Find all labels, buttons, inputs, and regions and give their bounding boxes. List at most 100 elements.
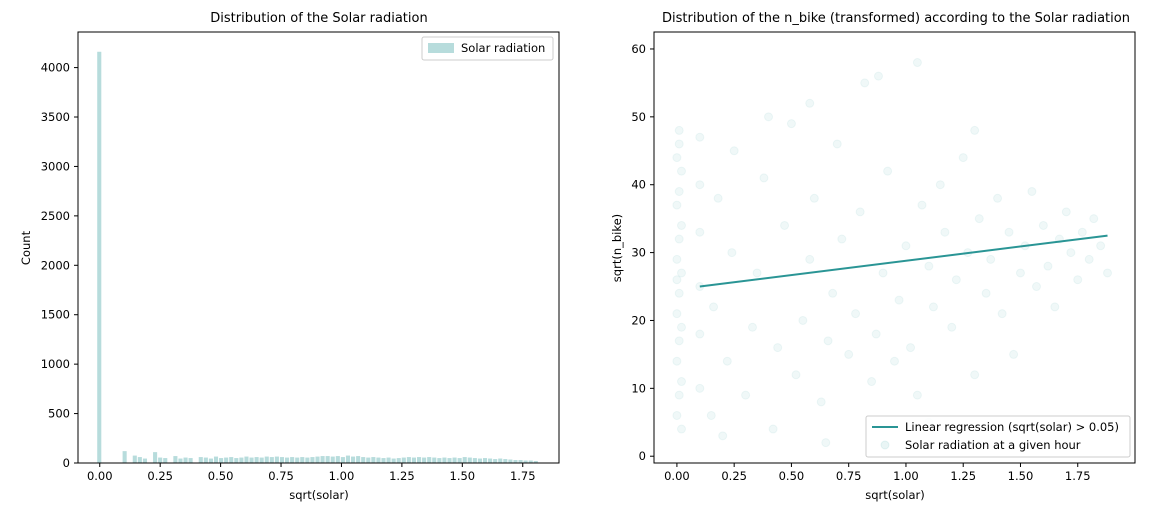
- hist-bar-10: [183, 457, 188, 463]
- hist-y-ticks: 0 500 1000 1500 2000 2500 3000 3500 4000: [41, 61, 78, 470]
- hist-bar-58: [432, 457, 437, 463]
- scatter-y-label: sqrt(n_bike): [610, 214, 624, 282]
- scatter-point-83: [1038, 220, 1048, 230]
- scatter-y-tick-label-0: 0: [639, 449, 646, 463]
- scatter-point-14: [676, 268, 686, 278]
- scatter-point-38: [780, 220, 790, 230]
- hist-axes-frame: [77, 31, 560, 464]
- hist-bar-37: [325, 456, 330, 463]
- scatter-point-6: [676, 220, 686, 230]
- hist-y-label: Count: [19, 230, 33, 265]
- hist-bar-24: [259, 457, 264, 463]
- hist-bar-18: [229, 457, 234, 463]
- scatter-point-32: [741, 390, 751, 400]
- hist-bar-45: [366, 457, 371, 463]
- hist-bar-3: [137, 457, 142, 463]
- scatter-point-51: [855, 207, 865, 217]
- hist-bar-55: [417, 457, 422, 463]
- hist-x-tick-label-2: 0.50: [208, 469, 234, 483]
- scatter-point-60: [906, 343, 916, 353]
- hist-bar-40: [340, 457, 345, 463]
- scatter-point-67: [947, 322, 957, 332]
- scatter-point-30: [727, 248, 737, 258]
- scatter-point-27: [709, 302, 719, 312]
- scatter-point-20: [695, 383, 705, 393]
- scatter-point-43: [809, 193, 819, 203]
- hist-x-tick-label-7: 1.75: [510, 469, 536, 483]
- scatter-legend: Linear regression (sqrt(solar) > 0.05) S…: [865, 415, 1131, 458]
- hist-x-tick-label-3: 0.75: [268, 469, 294, 483]
- scatter-point-17: [676, 166, 686, 176]
- hist-bar-28: [279, 457, 285, 463]
- scatter-x-tick-label-3: 0.75: [836, 469, 862, 483]
- scatter-point-69: [958, 153, 968, 163]
- hist-bar-74: [513, 460, 518, 463]
- hist-y-tick-label-7: 3500: [41, 110, 70, 124]
- hist-bar-8: [173, 456, 178, 463]
- scatter-point-11: [676, 377, 686, 387]
- scatter-point-95: [805, 98, 815, 108]
- scatter-point-23: [695, 227, 705, 237]
- hist-bar-7: [163, 458, 168, 463]
- scatter-legend-frame: [865, 415, 1131, 458]
- scatter-point-26: [706, 410, 716, 420]
- hist-bar-61: [447, 458, 452, 463]
- scatter-x-tick-label-4: 1.00: [893, 469, 919, 483]
- scatter-point-85: [1050, 302, 1060, 312]
- hist-y-tick-label-0: 0: [63, 456, 70, 470]
- scatter-point-64: [928, 302, 938, 312]
- scatter-point-55: [878, 268, 888, 278]
- scatter-point-39: [786, 119, 796, 129]
- scatter-point-47: [832, 139, 842, 149]
- hist-y-tick-label-8: 4000: [41, 61, 70, 75]
- hist-bar-0: [97, 51, 102, 464]
- scatter-point-100: [718, 431, 728, 441]
- hist-bar-44: [361, 457, 366, 463]
- scatter-point-54: [871, 329, 881, 339]
- hist-bar-63: [457, 458, 462, 463]
- hist-bar-1: [122, 451, 127, 463]
- hist-bar-43: [356, 456, 361, 463]
- scatter-point-2: [672, 356, 682, 366]
- hist-bar-64: [462, 457, 467, 463]
- legend-scatter-swatch: [880, 440, 890, 450]
- scatter-point-53: [867, 377, 877, 387]
- scatter-y-tick-label-4: 40: [631, 178, 646, 192]
- scatter-y-tick-label-1: 10: [631, 381, 646, 395]
- hist-bar-34: [310, 457, 315, 463]
- hist-bar-65: [467, 457, 472, 463]
- scatter-point-40: [791, 370, 801, 380]
- scatter-point-3: [676, 322, 686, 332]
- scatter-point-71: [970, 370, 980, 380]
- scatter-x-tick-label-0: 0.00: [664, 469, 690, 483]
- regression-line: [699, 234, 1108, 288]
- hist-bar-72: [503, 459, 508, 463]
- scatter-point-94: [1103, 268, 1113, 278]
- hist-bar-32: [300, 457, 305, 463]
- scatter-point-50: [851, 309, 861, 319]
- hist-bar-13: [203, 457, 208, 463]
- hist-bar-41: [345, 455, 351, 463]
- hist-bar-11: [188, 458, 193, 463]
- scatter-point-89: [1073, 275, 1083, 285]
- hist-bar-77: [528, 460, 533, 463]
- hist-bar-4: [142, 458, 147, 463]
- scatter-point-44: [816, 397, 826, 407]
- hist-y-tick-label-6: 3000: [41, 159, 70, 173]
- scatter-point-36: [768, 424, 778, 434]
- hist-bar-53: [406, 457, 411, 463]
- hist-y-tick-label-2: 1000: [41, 357, 70, 371]
- hist-bar-67: [477, 458, 482, 463]
- scatter-x-tick-label-5: 1.25: [950, 469, 976, 483]
- hist-bar-39: [335, 456, 340, 463]
- scatter-point-45: [823, 336, 833, 346]
- scatter-point-46: [828, 288, 838, 298]
- hist-bar-16: [219, 458, 224, 463]
- hist-x-tick-label-0: 0.00: [87, 469, 113, 483]
- hist-bar-69: [488, 458, 493, 463]
- hist-y-tick-label-1: 500: [48, 407, 70, 421]
- scatter-point-81: [1027, 187, 1037, 196]
- scatter-title: Distribution of the n_bike (transformed)…: [662, 11, 1130, 26]
- scatter-point-87: [1061, 207, 1071, 217]
